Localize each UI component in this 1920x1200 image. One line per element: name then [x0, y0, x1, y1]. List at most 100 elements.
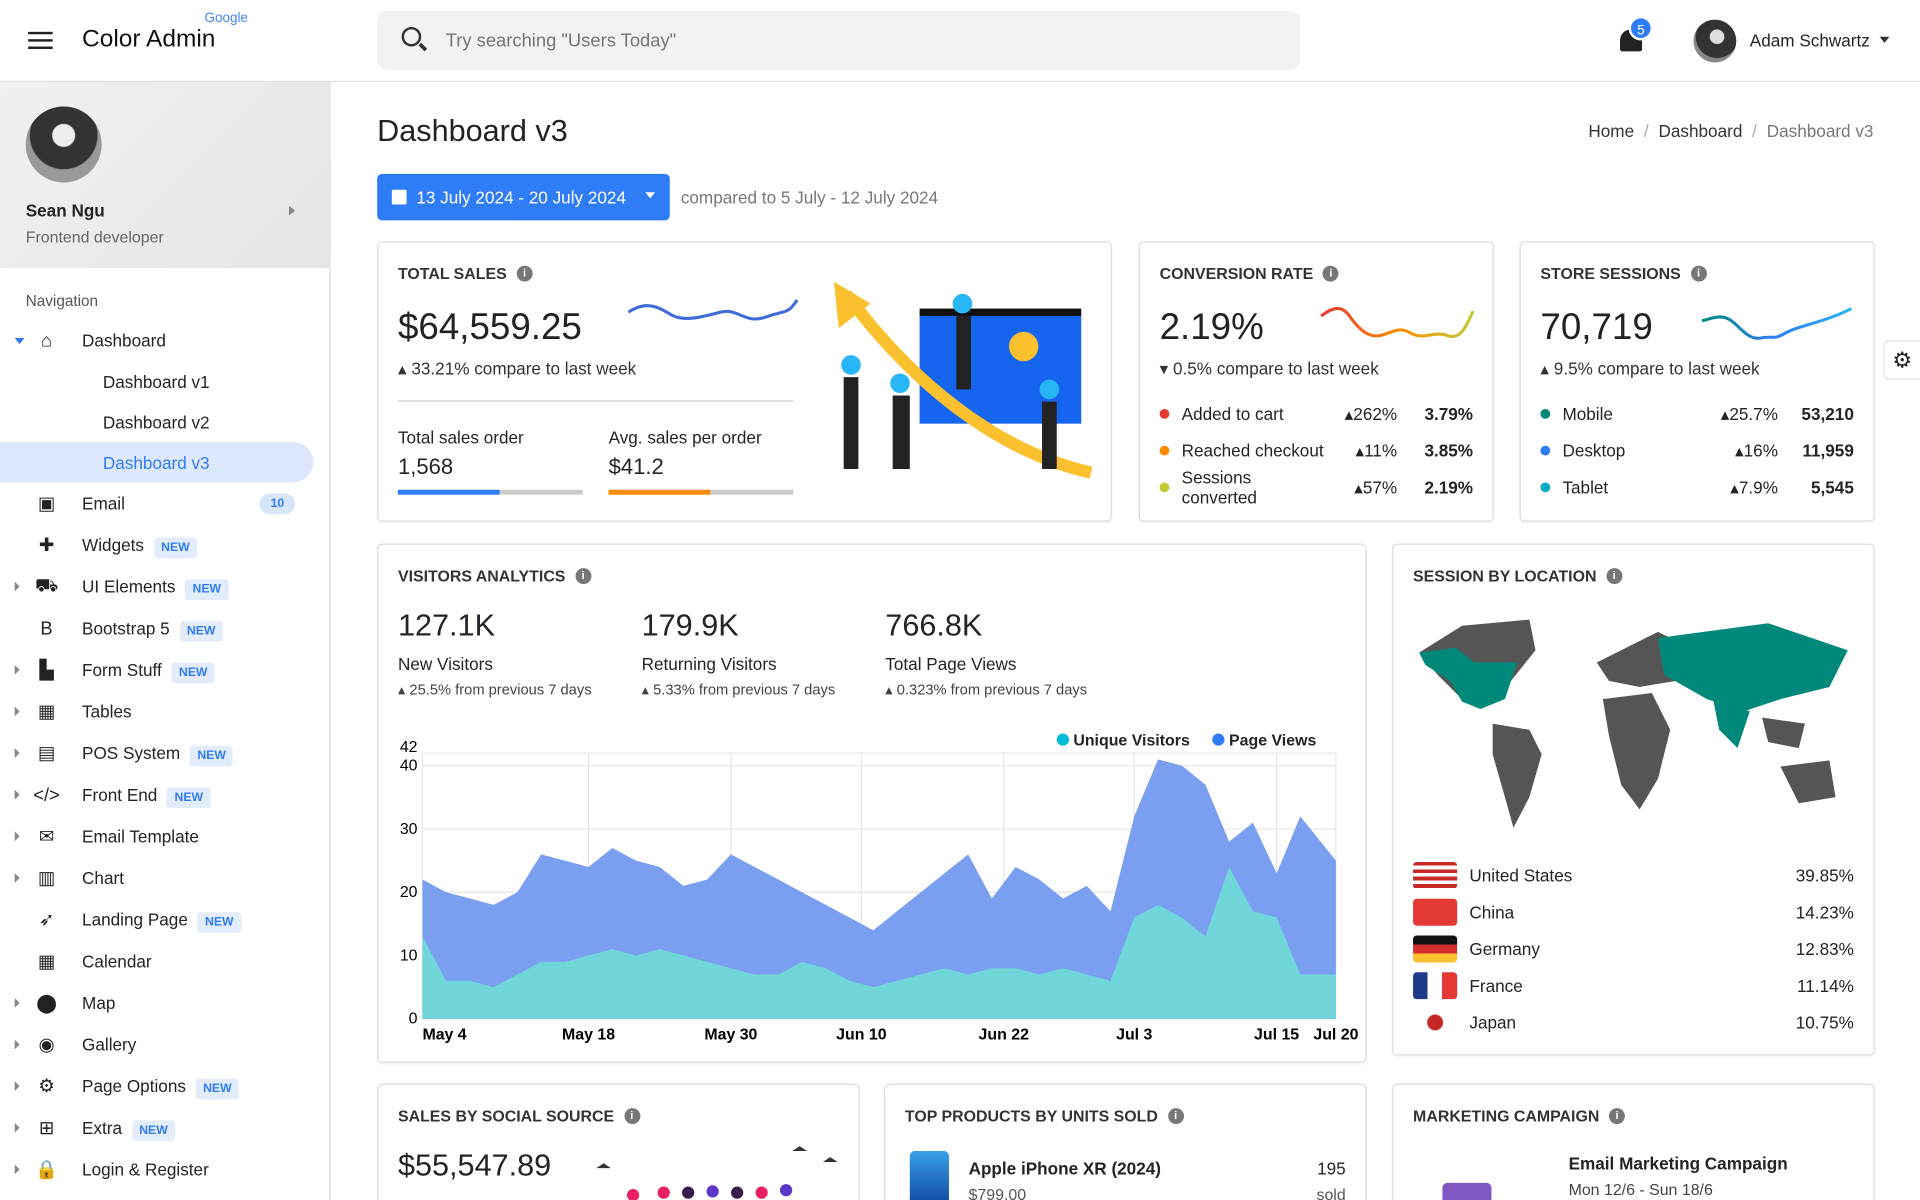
metric-value: 53,210	[1801, 404, 1854, 424]
date-range-button[interactable]: 13 July 2024 - 20 July 2024	[377, 173, 671, 221]
sidebar-sub-dashboard-v2[interactable]: Dashboard v2	[102, 412, 210, 432]
sidebar-item-extra[interactable]: ⊞ Extra NEW	[0, 1107, 329, 1149]
y-tick-label: 42	[400, 739, 418, 756]
stat-change: ▴ 25.5% from previous 7 days	[397, 680, 592, 698]
info-icon[interactable]: i	[623, 1108, 640, 1125]
chevron-right-icon	[14, 789, 25, 800]
sidebar-item-tables[interactable]: ▦ Tables	[0, 691, 329, 733]
sidebar-item-bootstrap-5[interactable]: B Bootstrap 5 NEW	[0, 607, 329, 649]
x-tick-label: Jul 3	[1116, 1027, 1152, 1044]
metric-pct: 262%	[1353, 403, 1398, 424]
campaign-name[interactable]: Email Marketing Campaign	[1568, 1153, 1788, 1174]
info-icon[interactable]: i	[1167, 1108, 1184, 1125]
metric-row: Mobile ▴25.7% 53,210	[1540, 396, 1854, 433]
social-illustration	[596, 1146, 838, 1200]
info-icon[interactable]: i	[1609, 1108, 1626, 1125]
us-flag-icon	[1413, 862, 1458, 889]
sidebar-item-gallery[interactable]: ◉ Gallery	[0, 1024, 329, 1066]
chevron-right-icon	[14, 581, 25, 592]
caret-down-icon	[1879, 36, 1890, 48]
sidebar-sub-dashboard-v1[interactable]: Dashboard v1	[102, 371, 210, 392]
metric-name: Desktop	[1562, 440, 1626, 461]
sidebar-item-page-options[interactable]: ⚙ Page Options NEW	[0, 1065, 329, 1107]
info-icon[interactable]: i	[516, 265, 533, 282]
social-source-card: SALES BY SOCIAL SOURCE i $55,547.89	[377, 1083, 860, 1200]
card-title: SALES BY SOCIAL SOURCE	[397, 1106, 615, 1126]
breadcrumb-home[interactable]: Home	[1588, 121, 1635, 141]
search-input[interactable]	[445, 11, 1279, 70]
caret-down-icon	[14, 337, 25, 349]
info-icon[interactable]: i	[1322, 265, 1339, 282]
label-text: Bootstrap 5	[82, 618, 170, 638]
label-text: Widgets	[82, 535, 144, 555]
sidebar-item-chart[interactable]: ▥ Chart	[0, 857, 329, 899]
stat-value: 127.1K	[397, 608, 496, 643]
notification-badge: 5	[1628, 15, 1654, 41]
sidebar-item-label: Bootstrap 5 NEW	[82, 618, 223, 642]
stat-change-text: 25.5% from previous 7 days	[409, 680, 592, 698]
metric-pct: 57%	[1362, 476, 1398, 497]
sidebar-item-ui-elements[interactable]: ⛟ UI Elements NEW	[0, 566, 329, 608]
sidebar-item-widgets[interactable]: ✚ Widgets NEW	[0, 524, 329, 566]
lock-icon: 🔒	[35, 1159, 58, 1181]
sidebar-item-calendar[interactable]: ▦ Calendar	[0, 940, 329, 982]
visitors-analytics-card: VISITORS ANALYTICS i 127.1K New Visitors ▴ …	[377, 543, 1367, 1063]
label-text: Calendar	[82, 951, 152, 972]
chart-legend: Unique Visitors Page Views	[1056, 731, 1316, 749]
orders-value: 1,568	[397, 454, 454, 479]
delta-text: 0.5% compare to last week	[1172, 358, 1379, 379]
legend-unique-visitors[interactable]: Unique Visitors	[1056, 731, 1190, 749]
metric-pct: 11%	[1364, 440, 1398, 460]
metric-change: ▴7.9%	[1730, 476, 1778, 497]
metric-row: Sessions converted ▴57% 2.19%	[1159, 468, 1473, 507]
user-name: Adam Schwartz	[1749, 30, 1870, 51]
sidebar-item-label: Extra NEW	[82, 1118, 176, 1142]
location-row: Japan 10.75%	[1413, 1004, 1854, 1041]
metric-change: ▴11%	[1355, 440, 1398, 460]
breadcrumb-current: Dashboard v3	[1766, 121, 1874, 141]
search-bar[interactable]	[377, 11, 1301, 70]
conversion-rate-card: CONVERSION RATE i 2.19% ▾ 0.5% compare to…	[1138, 241, 1494, 522]
area-unique-visitors	[422, 866, 1336, 1019]
x-tick-label: May 18	[562, 1027, 615, 1044]
sidebar-item-landing-page[interactable]: ➶ Landing Page NEW	[0, 899, 329, 941]
card-title: CONVERSION RATE	[1159, 264, 1314, 283]
brand-super: Google	[204, 11, 248, 26]
sidebar-item-login-register[interactable]: 🔒 Login & Register	[0, 1149, 329, 1191]
card-title: SESSION BY LOCATION	[1413, 566, 1597, 586]
profile-card[interactable]: Sean Ngu Frontend developer	[0, 82, 330, 269]
sidebar-item-map[interactable]: ⬤ Map	[0, 982, 329, 1024]
map-pin-icon: ⬤	[36, 993, 57, 1014]
caret-down-icon	[645, 191, 656, 203]
table-icon: ▦	[37, 701, 56, 723]
y-tick-label: 20	[400, 884, 418, 901]
user-menu[interactable]: Adam Schwartz	[1749, 30, 1890, 51]
brand-logo[interactable]: Color Admin Google	[82, 11, 248, 54]
card-title: MARKETING CAMPAIGN	[1413, 1106, 1600, 1126]
location-row: France 11.14%	[1413, 967, 1854, 1004]
sidebar-item-dashboard[interactable]: ⌂ Dashboard	[0, 320, 329, 362]
info-icon[interactable]: i	[1606, 568, 1623, 585]
sidebar-item-email-template[interactable]: ✉ Email Template	[0, 816, 329, 858]
sidebar-item-form-stuff[interactable]: ▙ Form Stuff NEW	[0, 649, 329, 691]
info-icon[interactable]: i	[1690, 265, 1707, 282]
sidebar-item-front-end[interactable]: </> Front End NEW	[0, 774, 329, 816]
gear-icon[interactable]: ⚙	[1883, 340, 1920, 380]
social-sales-value: $55,547.89	[397, 1148, 552, 1183]
sidebar-sub-dashboard-v3[interactable]: Dashboard v3	[0, 442, 314, 483]
sidebar-item-label: Gallery	[82, 1035, 136, 1055]
sidebar-item-pos-system[interactable]: ▤ POS System NEW	[0, 732, 329, 774]
menu-icon[interactable]	[28, 31, 53, 54]
breadcrumb-dashboard[interactable]: Dashboard	[1658, 121, 1743, 141]
sidebar-item-label: Page Options NEW	[82, 1076, 240, 1100]
legend-page-views[interactable]: Page Views	[1211, 731, 1316, 749]
info-icon[interactable]: i	[575, 568, 592, 585]
new-badge: NEW	[171, 662, 215, 684]
chevron-right-icon[interactable]	[288, 205, 300, 216]
sidebar-item-label: Login & Register	[82, 1160, 209, 1180]
conversion-value: 2.19%	[1159, 307, 1264, 348]
user-avatar[interactable]	[1693, 19, 1737, 63]
sidebar-item-email[interactable]: ▣ Email 10	[0, 482, 329, 524]
file-icon: ▙	[39, 660, 54, 681]
